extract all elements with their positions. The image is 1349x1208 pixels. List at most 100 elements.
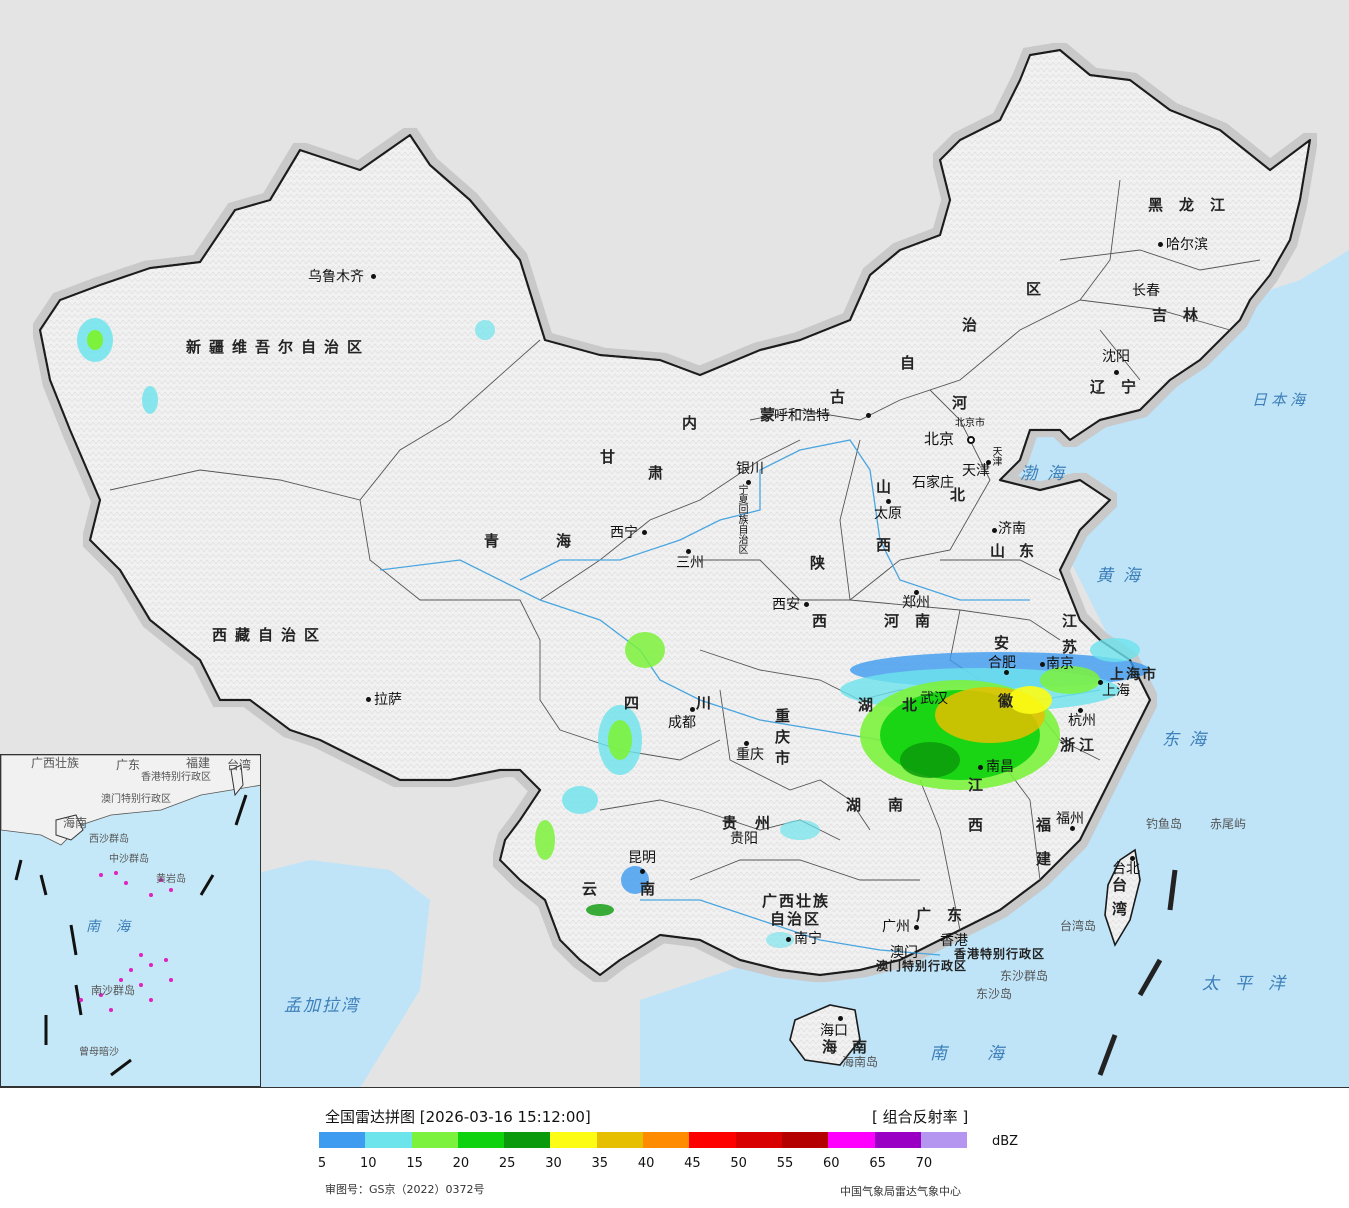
city-nanning-dot	[786, 937, 791, 942]
inset-label-guangdong: 广东	[116, 758, 141, 772]
city-harbin: 哈尔滨	[1166, 237, 1208, 253]
region-yunnan-yun: 云	[582, 880, 606, 898]
city-yinchuan: 银川	[736, 461, 764, 477]
legend-tick-label: 5	[317, 1156, 327, 1171]
city-fuzhou: 福州	[1056, 811, 1084, 827]
city-nanchang-dot	[978, 765, 983, 770]
region-neimeng-q: 区	[1026, 280, 1050, 298]
legend-tick-label: 15	[406, 1156, 423, 1171]
legend-color-bar	[319, 1132, 968, 1148]
inset-label-guangxi: 广西壮族	[31, 756, 80, 770]
city-haikou: 海口	[820, 1023, 848, 1039]
region-hebei-bei: 北	[950, 486, 974, 504]
inset-label-huangyan: 黄岩岛	[156, 874, 186, 885]
legend-swatch	[920, 1132, 968, 1148]
city-xining: 西宁	[610, 525, 638, 541]
region-chongqing: 重庆市	[773, 708, 791, 771]
inset-sea-nanhai: 南海	[86, 919, 146, 935]
region-shanxi-shan: 山	[876, 478, 900, 496]
city-hangzhou: 杭州	[1068, 713, 1096, 729]
city-yinchuan-dot	[746, 480, 751, 485]
legend-tick-label: 25	[498, 1156, 516, 1171]
region-qinghai-q: 青	[484, 532, 508, 550]
legend-swatch	[596, 1132, 644, 1148]
city-chongqing: 重庆	[736, 747, 764, 763]
city-shanghai-dot	[1098, 680, 1103, 685]
legend-tick-label: 65	[869, 1156, 886, 1171]
issuer: 中国气象局雷达气象中心	[840, 1185, 961, 1198]
legend-swatch	[874, 1132, 921, 1148]
radar-echoes	[77, 318, 1150, 948]
city-hongkong: 香港	[940, 933, 968, 949]
legend-tick-label: 50	[730, 1156, 747, 1171]
region-shanxi-xi: 西	[876, 536, 900, 554]
city-changchun: 长春	[1132, 283, 1160, 299]
inset-label-hainan: 海南	[63, 816, 88, 830]
region-gansu-g: 甘	[600, 448, 624, 466]
inset-label-macao: 澳门特别行政区	[101, 794, 171, 805]
inset-canvas	[1, 755, 260, 1086]
region-ningxia: 宁夏回族自治区	[736, 484, 747, 554]
island-chiwei: 赤尾屿	[1210, 817, 1247, 831]
city-urumqi: 乌鲁木齐	[308, 269, 364, 285]
city-guangzhou: 广州	[882, 919, 910, 935]
region-neimeng-n: 内	[682, 414, 706, 432]
region-hk: 香港特别行政区	[954, 947, 1046, 961]
region-hubei-hu: 湖	[858, 696, 882, 714]
region-jiangsu-su: 苏	[1062, 638, 1086, 656]
boundary-dashes	[1097, 869, 1178, 1076]
city-fuzhou-dot	[1070, 826, 1075, 831]
legend-swatch	[457, 1132, 505, 1148]
region-neimeng-zhi: 治	[962, 316, 986, 334]
city-shijiazhuang: 石家庄	[912, 475, 954, 491]
region-jiangsu-jiang: 江	[1062, 612, 1086, 630]
city-taiyuan-dot	[886, 499, 891, 504]
sea-nanhai: 南海	[930, 1044, 1044, 1064]
region-shandong: 山东	[990, 542, 1049, 560]
city-lanzhou-dot	[686, 549, 691, 554]
region-taiwan-tai: 台	[1112, 876, 1136, 894]
region-anhui-an: 安	[994, 634, 1018, 652]
legend-swatch	[504, 1132, 551, 1148]
city-nanjing-dot	[1040, 662, 1045, 667]
region-hainan-nan: 南	[852, 1038, 876, 1056]
region-zhejiang: 浙江	[1060, 736, 1099, 754]
city-xian-dot	[804, 602, 809, 607]
city-lhasa: 拉萨	[374, 692, 402, 708]
city-chengdu: 成都	[668, 715, 696, 731]
review-number: 审图号：GS京（2022）0372号	[325, 1183, 485, 1196]
city-guangzhou-dot	[914, 925, 919, 930]
region-shanghai: 上海市	[1110, 667, 1158, 683]
region-sichuan-si: 四	[624, 694, 648, 712]
region-xizang: 西藏自治区	[212, 626, 328, 644]
legend-product: [ 组合反射率 ]	[872, 1108, 969, 1126]
legend-swatch	[319, 1132, 366, 1148]
region-heilongjiang: 黑龙江	[1148, 196, 1242, 214]
taiwan-island	[1104, 848, 1141, 947]
city-wuhan: 武汉	[920, 691, 948, 707]
city-taipei-dot	[1130, 856, 1135, 861]
region-anhui-hui: 徽	[998, 692, 1022, 710]
legend-tick-label: 45	[684, 1156, 701, 1171]
island-taiwan: 台湾岛	[1060, 919, 1097, 933]
city-tianjin-city: 天津	[990, 446, 1001, 466]
region-hubei-bei: 北	[902, 696, 926, 714]
region-guangxi-1: 广西壮族	[762, 892, 831, 910]
legend-swatch	[781, 1132, 829, 1148]
city-urumqi-dot	[371, 274, 376, 279]
legend-tick-label: 10	[360, 1156, 377, 1171]
region-neimeng-m: 蒙	[760, 406, 784, 424]
legend-swatch	[643, 1132, 690, 1148]
region-liaoning: 辽宁	[1090, 378, 1153, 396]
region-macao: 澳门特别行政区	[876, 959, 968, 973]
region-fujian-jian: 建	[1036, 850, 1060, 868]
region-jiangxi-jiang: 江	[968, 776, 992, 794]
legend-title: 全国雷达拼图 [2026-03-16 15:12:00]	[325, 1108, 591, 1126]
sea-japan	[1200, 250, 1349, 480]
city-taiyuan: 太原	[874, 506, 902, 522]
legend-swatch	[689, 1132, 736, 1148]
sea-bengal	[230, 860, 430, 1087]
city-guiyang: 贵阳	[730, 831, 758, 847]
island-dongsha-dao: 东沙岛	[976, 987, 1013, 1001]
region-guangdong: 广东	[916, 906, 979, 924]
